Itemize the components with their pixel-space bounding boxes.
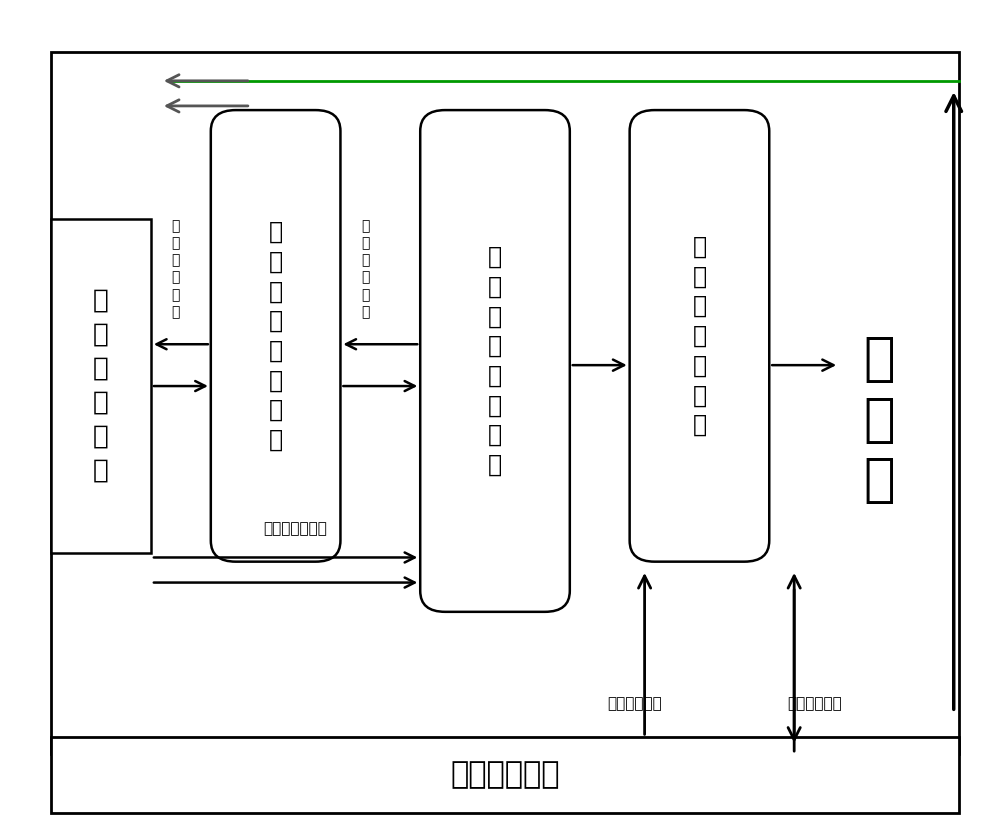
Text: 回
状
态
字
比
较
逻
辑: 回 状 态 字 比 较 逻 辑 — [488, 245, 502, 477]
Bar — [51, 737, 959, 812]
Text: 主
导
回: 主 导 回 — [863, 333, 895, 506]
FancyBboxPatch shape — [420, 110, 570, 612]
Text: 本
回
回
状
态
字: 本 回 回 状 态 字 — [361, 219, 370, 319]
Bar — [51, 51, 959, 754]
Bar — [51, 219, 151, 553]
Text: 手动操作指令: 手动操作指令 — [607, 696, 662, 711]
Text: 回
状
态
字
计
算
逻
辑: 回 状 态 字 计 算 逻 辑 — [269, 220, 283, 452]
Text: 本
回
回
状
态
字: 本 回 回 状 态 字 — [172, 219, 180, 319]
Text: 主
导
回
切
换
逻
辑: 主 导 回 切 换 逻 辑 — [692, 235, 707, 437]
FancyBboxPatch shape — [630, 110, 769, 561]
Text: 回
间
通
讯
系
统: 回 间 通 讯 系 统 — [93, 288, 109, 484]
Text: 另一回回状态字: 另一回回状态字 — [264, 521, 328, 536]
Text: 后台监控系统: 后台监控系统 — [450, 760, 560, 789]
Text: 联锁条件信息: 联锁条件信息 — [787, 696, 842, 711]
FancyBboxPatch shape — [211, 110, 340, 561]
